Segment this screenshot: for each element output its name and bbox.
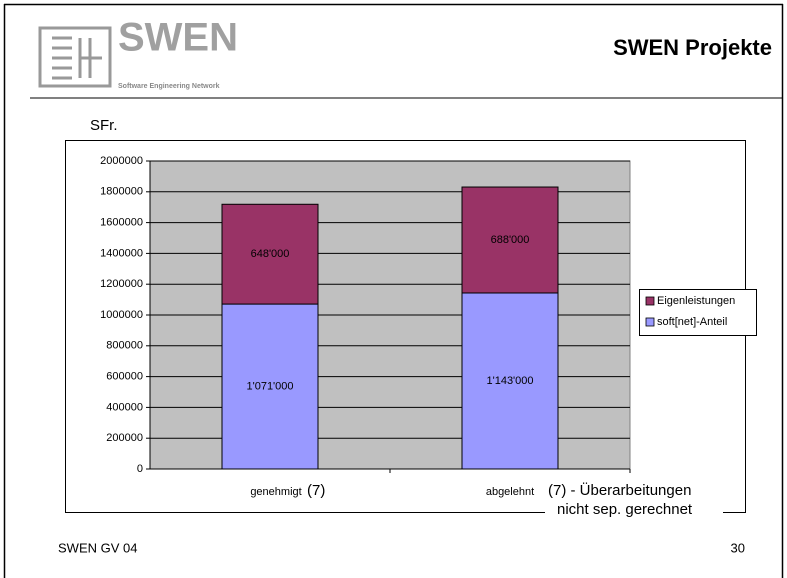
y-tick-label: 600000 — [106, 371, 143, 383]
bar-segment — [221, 203, 319, 305]
annotation: (7) — [307, 482, 325, 499]
legend-label: Eigenleistungen — [657, 295, 735, 307]
legend-swatch — [645, 317, 655, 327]
y-tick-label: 1200000 — [100, 278, 143, 290]
annotation: nicht sep. gerechnet — [557, 501, 693, 518]
legend-label: soft[net]-Anteil — [657, 316, 727, 328]
y-tick-label: 1400000 — [100, 247, 143, 259]
slide-title: SWEN Projekte — [613, 35, 772, 60]
data-label: 1'071'000 — [246, 380, 293, 392]
footer-left: SWEN GV 04 — [58, 540, 137, 555]
y-axis-label: SFr. — [90, 117, 118, 134]
y-tick-label: 400000 — [106, 401, 143, 413]
y-tick-label: 200000 — [106, 432, 143, 444]
logo-text: SWEN — [118, 16, 238, 60]
bar-segment — [461, 186, 559, 294]
logo-tagline: Software Engineering Network — [118, 83, 220, 90]
y-tick-label: 800000 — [106, 340, 143, 352]
data-label: 688'000 — [491, 234, 530, 246]
legend-box — [639, 289, 757, 336]
page-number: 30 — [731, 540, 745, 555]
annotation: (7) - Überarbeitungen — [548, 481, 691, 499]
y-tick-label: 1800000 — [100, 186, 143, 198]
y-tick-label: 2000000 — [100, 155, 143, 167]
x-tick-label: genehmigt — [250, 486, 301, 498]
x-tick-label: abgelehnt — [486, 486, 534, 498]
bar-segment — [461, 292, 559, 470]
y-tick-label: 0 — [137, 463, 143, 475]
legend-swatch — [645, 296, 655, 306]
y-tick-label: 1000000 — [100, 309, 143, 321]
annotation-background — [545, 478, 723, 520]
bar-segment — [221, 303, 319, 470]
data-label: 1'143'000 — [486, 375, 533, 387]
y-tick-label: 1600000 — [100, 217, 143, 229]
chart: 0 200000 400000 600000 800000 1000000 1200000 1… — [100, 155, 757, 520]
data-label: 648'000 — [251, 248, 290, 260]
